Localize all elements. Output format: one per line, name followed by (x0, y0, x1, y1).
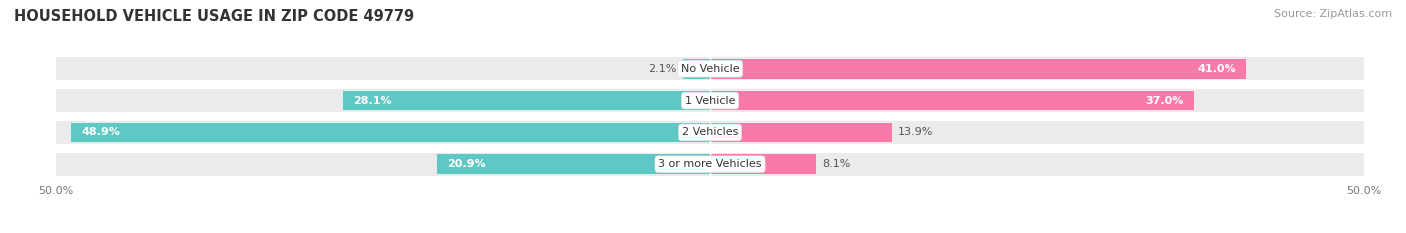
Bar (343, 91, 710, 110)
Text: HOUSEHOLD VEHICLE USAGE IN ZIP CODE 49779: HOUSEHOLD VEHICLE USAGE IN ZIP CODE 4977… (14, 9, 415, 24)
Bar (710, 91, 1194, 110)
Text: 48.9%: 48.9% (82, 127, 120, 137)
Text: Source: ZipAtlas.com: Source: ZipAtlas.com (1274, 9, 1392, 19)
Text: 20.9%: 20.9% (447, 159, 486, 169)
Text: 2 Vehicles: 2 Vehicles (682, 127, 738, 137)
Text: 8.1%: 8.1% (823, 159, 851, 169)
Text: 13.9%: 13.9% (898, 127, 934, 137)
Text: 41.0%: 41.0% (1197, 64, 1236, 74)
Bar (437, 154, 710, 174)
Text: 2.1%: 2.1% (648, 64, 676, 74)
Bar (56, 57, 1364, 80)
Bar (710, 154, 815, 174)
Text: 3 or more Vehicles: 3 or more Vehicles (658, 159, 762, 169)
Text: 37.0%: 37.0% (1144, 96, 1184, 106)
Bar (710, 59, 1246, 79)
Text: No Vehicle: No Vehicle (681, 64, 740, 74)
Bar (70, 123, 710, 142)
Bar (56, 153, 1364, 176)
Text: 1 Vehicle: 1 Vehicle (685, 96, 735, 106)
Bar (710, 123, 891, 142)
Bar (56, 89, 1364, 112)
Text: 28.1%: 28.1% (353, 96, 392, 106)
Bar (682, 59, 710, 79)
Bar (56, 121, 1364, 144)
